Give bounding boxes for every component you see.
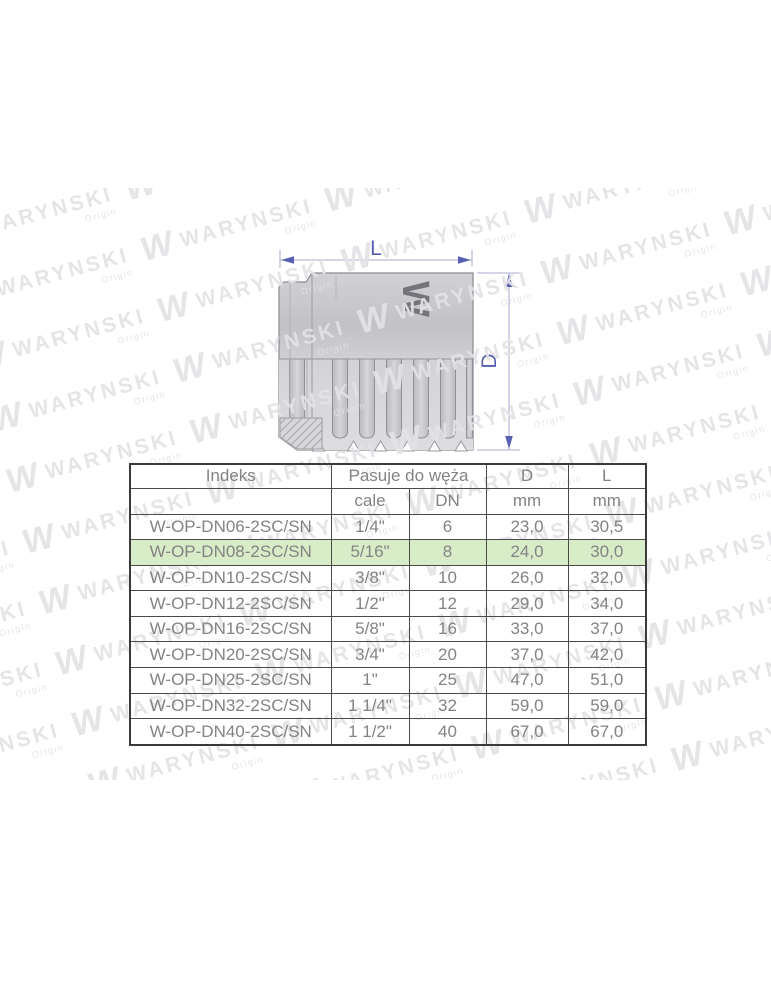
cell-cale: 1" [330,667,410,694]
dimension-D-label: D [478,353,501,368]
cell-indeks: W-OP-DN25-2SC/SN [129,667,332,694]
header-mm-l: mm [567,487,647,515]
cell-indeks: W-OP-DN32-2SC/SN [129,692,332,720]
header-hose-group: Pasuje do węża [330,463,487,489]
cell-dn: 25 [408,667,487,694]
cell-l: 59,0 [567,692,647,720]
header-cale: cale [330,487,410,515]
cell-dn: 12 [408,590,487,617]
cell-dn: 32 [408,692,487,720]
table-row: W-OP-DN32-2SC/SN 1 1/4" 32 59,0 59,0 [129,692,647,720]
cell-dn: 40 [408,718,487,746]
cell-l: 32,0 [567,564,647,592]
cell-dn: 8 [408,539,487,566]
cell-cale: 5/16" [330,539,410,566]
cell-d: 59,0 [485,692,569,720]
header-dn: DN [408,487,487,515]
cell-cale: 1 1/2" [330,718,410,746]
cell-indeks: W-OP-DN12-2SC/SN [129,590,332,617]
table-row: W-OP-DN20-2SC/SN 3/4" 20 37,0 42,0 [129,641,647,669]
section-hatch [279,417,323,450]
cell-dn: 6 [408,513,487,541]
table-header-row-2: cale DN mm mm [129,487,647,515]
table-row: W-OP-DN25-2SC/SN 1" 25 47,0 51,0 [129,667,647,694]
serration-grooves [289,359,473,439]
table-row: W-OP-DN40-2SC/SN 1 1/2" 40 67,0 67,0 [129,718,647,746]
cell-l: 30,0 [567,539,647,566]
cell-cale: 1/2" [330,590,410,617]
table-row: W-OP-DN06-2SC/SN 1/4" 6 23,0 30,5 [129,513,647,541]
cell-indeks: W-OP-DN16-2SC/SN [129,615,332,643]
cell-d: 24,0 [485,539,569,566]
cell-cale: 1 1/4" [330,692,410,720]
cell-l: 42,0 [567,641,647,669]
cell-d: 26,0 [485,564,569,592]
cell-l: 51,0 [567,667,647,694]
spec-table: Indeks Pasuje do węża D L cale DN mm mm … [129,463,647,746]
cell-cale: 3/8" [330,564,410,592]
header-mm-d: mm [485,487,569,515]
cell-indeks: W-OP-DN20-2SC/SN [129,641,332,669]
cell-dn: 10 [408,564,487,592]
cell-l: 67,0 [567,718,647,746]
cell-l: 34,0 [567,590,647,617]
cell-l: 30,5 [567,513,647,541]
cell-d: 67,0 [485,718,569,746]
cell-d: 37,0 [485,641,569,669]
cell-cale: 1/4" [330,513,410,541]
table-row: W-OP-DN10-2SC/SN 3/8" 10 26,0 32,0 [129,564,647,592]
cell-indeks: W-OP-DN06-2SC/SN [129,513,332,541]
cell-dn: 16 [408,615,487,643]
cell-cale: 5/8" [330,615,410,643]
dimension-D: D [477,272,520,451]
cell-cale: 3/4" [330,641,410,669]
cell-d: 47,0 [485,667,569,694]
cell-indeks: W-OP-DN40-2SC/SN [129,718,332,746]
cell-d: 23,0 [485,513,569,541]
header-l: L [567,463,647,489]
cell-d: 33,0 [485,615,569,643]
part-edges [279,273,473,418]
part-brand-logo: W [394,281,436,317]
table-header-row-1: Indeks Pasuje do węża D L [129,463,647,489]
table-row: W-OP-DN08-2SC/SN 5/16" 8 24,0 30,0 [129,539,647,566]
table-row: W-OP-DN12-2SC/SN 1/2" 12 29,0 34,0 [129,590,647,617]
dimension-L-label: L [370,237,382,260]
header-indeks: Indeks [129,463,332,489]
cell-indeks: W-OP-DN10-2SC/SN [129,564,332,592]
cell-indeks: W-OP-DN08-2SC/SN [129,539,332,566]
header-d: D [485,463,569,489]
table-row: W-OP-DN16-2SC/SN 5/8" 16 33,0 37,0 [129,615,647,643]
cell-dn: 20 [408,641,487,669]
cell-d: 29,0 [485,590,569,617]
dimension-L: L [279,237,473,268]
header-blank [129,487,332,515]
cell-l: 37,0 [567,615,647,643]
spec-table-body: W-OP-DN06-2SC/SN 1/4" 6 23,0 30,5 W-OP-DN08-2… [129,513,647,746]
